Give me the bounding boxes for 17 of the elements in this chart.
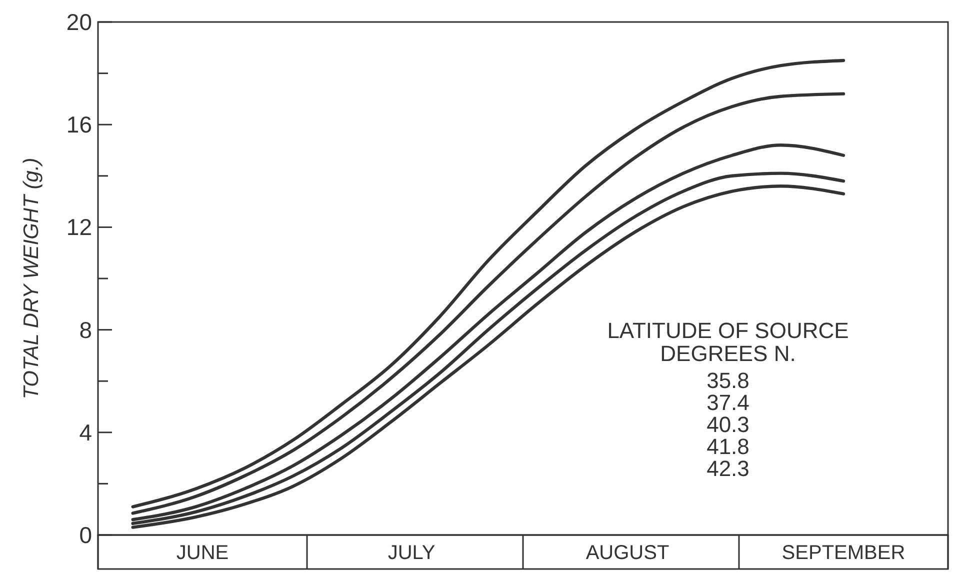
annotation: 37.4 bbox=[706, 390, 750, 415]
y-tick-label: 20 bbox=[66, 9, 92, 35]
y-tick-label: 16 bbox=[66, 112, 92, 138]
annotation: 35.8 bbox=[706, 368, 750, 393]
x-tick-label: SEPTEMBER bbox=[782, 542, 906, 564]
annotation: 40.3 bbox=[706, 412, 750, 437]
y-tick-label: 12 bbox=[66, 214, 92, 240]
annotation: 41.8 bbox=[706, 434, 750, 459]
y-tick-label: 8 bbox=[79, 316, 92, 343]
y-tick-label: 0 bbox=[79, 522, 92, 548]
y-tick-label: 4 bbox=[79, 419, 92, 446]
annotation: 42.3 bbox=[706, 456, 750, 481]
x-tick-label: JUNE bbox=[176, 542, 229, 564]
x-tick-label: JULY bbox=[388, 542, 436, 564]
y-axis-title: TOTAL DRY WEIGHT (g.) bbox=[20, 158, 43, 400]
legend-title: LATITUDE OF SOURCE DEGREES N. bbox=[607, 318, 849, 366]
x-tick-label: AUGUST bbox=[586, 542, 670, 564]
